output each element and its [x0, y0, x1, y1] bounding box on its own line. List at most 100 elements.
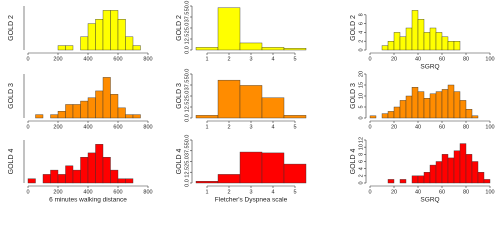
bar	[110, 10, 119, 51]
y-tick-label: 4	[358, 167, 364, 170]
y-tick-label: 37.5	[184, 145, 190, 156]
bar	[195, 115, 219, 119]
y-tick-label: 12.5	[184, 34, 190, 45]
x-tick-label: 2	[227, 189, 230, 195]
x-tick-label: 0	[368, 124, 371, 130]
x-tick-label: 600	[113, 189, 122, 195]
y-tick-label: 10	[358, 144, 364, 150]
x-tick-label: 100	[485, 189, 494, 195]
bar	[411, 10, 419, 51]
y-tick-label: 2	[358, 174, 364, 177]
x-tick-label: 400	[83, 124, 92, 130]
bar	[217, 174, 241, 184]
x-tick-label: 5	[293, 56, 296, 62]
bar	[65, 165, 74, 184]
bar	[393, 106, 401, 119]
bar	[441, 154, 449, 184]
bar	[95, 144, 104, 184]
bar	[50, 169, 59, 184]
bar	[453, 41, 461, 51]
x-tick-label: 40	[415, 56, 421, 62]
x-tick-label: 80	[463, 189, 469, 195]
y-tick-label: 8	[358, 13, 364, 16]
y-tick-label: 0.0	[184, 179, 190, 187]
bar	[435, 91, 443, 119]
bar	[417, 19, 425, 51]
x-tick-label: 60	[439, 56, 445, 62]
bar	[87, 23, 96, 51]
bar	[411, 86, 419, 119]
bar	[417, 91, 425, 119]
x-tick-label: 100	[485, 124, 494, 130]
x-tick-label: 2	[227, 56, 230, 62]
bar	[405, 95, 413, 119]
x-tick-label: 40	[415, 189, 421, 195]
x-tick-label: 3	[249, 124, 252, 130]
x-tick-label: 60	[439, 189, 445, 195]
bar	[453, 150, 461, 184]
x-axis-label: 6 minutes walking distance	[49, 197, 127, 203]
bar	[387, 41, 395, 51]
y-tick-label: 5	[358, 105, 364, 108]
bar	[87, 152, 96, 184]
y-tick-label: 0	[358, 181, 364, 184]
bar	[283, 48, 307, 51]
x-tick-label: 1	[205, 56, 208, 62]
bar	[369, 115, 377, 119]
bar	[72, 104, 81, 119]
bar	[411, 175, 419, 184]
x-tick-label: 400	[83, 189, 92, 195]
y-tick-label: 12	[358, 137, 364, 143]
x-tick-label: 200	[53, 189, 62, 195]
bar	[117, 107, 126, 119]
x-tick-label: 20	[391, 189, 397, 195]
x-tick-label: 0	[368, 189, 371, 195]
x-tick-label: 0	[26, 189, 29, 195]
bar	[261, 47, 285, 51]
bar	[261, 152, 285, 184]
bar	[399, 179, 407, 184]
row-label: GOLD 2	[8, 15, 15, 41]
bar	[423, 32, 431, 51]
bar	[102, 156, 111, 184]
x-tick-label: 60	[439, 124, 445, 130]
bar	[405, 27, 413, 51]
y-tick-label: 12.5	[184, 102, 190, 113]
x-tick-label: 600	[113, 56, 122, 62]
x-tick-label: 0	[368, 56, 371, 62]
bar	[80, 36, 89, 51]
bar	[65, 45, 74, 51]
y-tick-label: 8	[358, 153, 364, 156]
y-tick-label: 50.0	[184, 135, 190, 146]
bar	[283, 115, 307, 119]
bar	[125, 36, 134, 51]
bar	[417, 175, 425, 184]
x-tick-label: 5	[293, 189, 296, 195]
y-tick-label: 6	[358, 160, 364, 163]
x-tick-label: 80	[463, 124, 469, 130]
bar	[110, 94, 119, 119]
row-label: GOLD 3	[176, 83, 183, 109]
x-tick-label: 100	[485, 56, 494, 62]
bar	[195, 181, 219, 184]
x-tick-label: 1	[205, 124, 208, 130]
bar	[387, 179, 395, 184]
bar	[35, 114, 44, 119]
x-axis-label: Fletcher's Dyspnea scale	[215, 197, 288, 203]
y-tick-label: 37.5	[184, 12, 190, 23]
y-tick-label: 15	[358, 82, 364, 88]
bar	[195, 47, 219, 51]
bar	[57, 45, 66, 51]
row-label: GOLD 2	[176, 15, 183, 41]
bar	[459, 100, 467, 119]
x-tick-label: 20	[391, 56, 397, 62]
row-label: GOLD 3	[350, 83, 357, 109]
bar	[239, 151, 263, 184]
x-tick-label: 400	[83, 56, 92, 62]
bar	[239, 42, 263, 51]
bar	[117, 178, 126, 184]
bar	[80, 100, 89, 119]
bar	[381, 113, 389, 119]
bar	[399, 36, 407, 51]
x-tick-label: 600	[113, 124, 122, 130]
